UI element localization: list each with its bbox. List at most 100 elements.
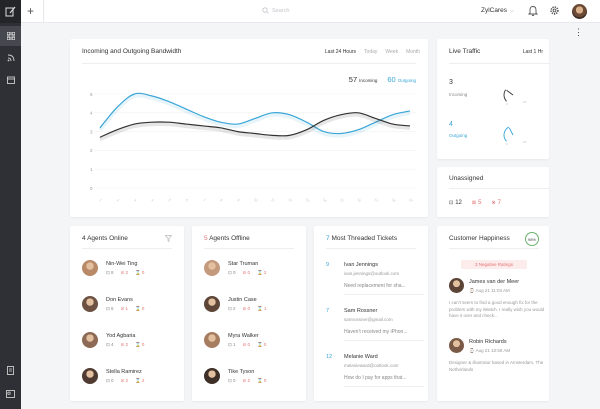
divider (449, 63, 549, 64)
gauge-max-label: 10 (523, 140, 527, 144)
gauge-max-label: 10 (523, 100, 527, 104)
customer-email: melanieward@outlook.com (344, 363, 399, 368)
card-title: Customer Happiness (449, 235, 510, 242)
incoming-value: 57 (348, 75, 358, 84)
overdue-stat: ⊘ 2 (120, 270, 129, 275)
sidebar-calendar-icon[interactable] (0, 70, 21, 90)
stat-tickets[interactable]: ⊡ 12 (449, 200, 462, 206)
review-date: ⌚ Aug 21 10:59 AM (469, 348, 511, 353)
agent-row[interactable]: Don Evans ⊡ 6 ⊘ 1 ⌛ 0 (82, 296, 177, 314)
x-tick-label: 13 (305, 197, 311, 203)
user-avatar[interactable] (572, 4, 587, 19)
agent-stats: ⊡ 0 ⊘ 2 ⌛ 0 (228, 378, 266, 384)
brand-switcher[interactable]: ZylCares ⌵ (481, 7, 514, 14)
gauge-needle (506, 89, 514, 96)
gear-icon[interactable] (549, 5, 560, 18)
avatar (204, 332, 220, 348)
bandwidth-card: Incoming and Outgoing Bandwidth Last 24 … (70, 39, 428, 217)
ticket-item[interactable]: 12 Melanie Ward melanieward@outlook.com How… (326, 354, 424, 388)
legend-incoming: 57 Incoming (349, 75, 378, 84)
agent-name: Don Evans (106, 297, 133, 303)
threaded-title: Most Threaded Tickets (331, 235, 398, 242)
agent-name: Justin Case (228, 297, 257, 303)
overdue-stat: ⊘ 2 (242, 378, 251, 383)
agent-stats: ⊡ 8 ⊘ 2 ⌛ 0 (106, 270, 144, 276)
ticket-subject: Haven't received my iPhon... (344, 329, 408, 335)
series-line-outgoing (99, 92, 411, 135)
agent-row[interactable]: Tike Tyson ⊡ 0 ⊘ 2 ⌛ 0 (204, 368, 299, 386)
tab-month[interactable]: Month (406, 49, 420, 55)
overdue-icon: ⊠ (471, 200, 477, 206)
agent-row[interactable]: Star Truman ⊡ 0 ⊘ 0 ⌛ 2 (204, 260, 299, 278)
negative-ratings-badge[interactable]: 3 Negative Ratings (461, 260, 527, 269)
customer-name: Sam Rossner (344, 308, 378, 314)
y-tick-label: 5 (90, 92, 93, 97)
threaded-tickets-card: 7 Most Threaded Tickets 9 Ivan Jennings iv… (314, 226, 428, 401)
open-tickets-stat: ⊡ 6 (106, 306, 114, 311)
period-selector[interactable]: Last 1 Hr (522, 49, 543, 55)
sidebar-contacts-icon[interactable] (0, 384, 21, 404)
card-title: Live Traffic (449, 48, 481, 55)
search-input[interactable]: Search (262, 7, 289, 14)
bell-icon[interactable] (527, 5, 539, 18)
agent-row[interactable]: Nin-Wei Ting ⊡ 8 ⊘ 2 ⌛ 0 (82, 260, 177, 278)
customer-name: Melanie Ward (344, 354, 378, 360)
agent-name: Nin-Wei Ting (106, 261, 138, 267)
divider (82, 248, 172, 249)
live-traffic-card: Live Traffic Last 1 Hr 3 Incoming 4 Outg… (437, 39, 549, 159)
ticket-item[interactable]: 7 Sam Rossner samrossner@gmail.com Haven't … (326, 308, 424, 342)
y-tick-label: 2 (90, 148, 93, 153)
outgoing-label: Outgoing (397, 78, 416, 83)
escalated-stat: ⌛ 0 (257, 342, 267, 347)
agent-name: Yod Agbaria (106, 333, 136, 339)
stat-overdue[interactable]: ⊠ 5 (472, 200, 482, 206)
card-title: 7 Most Threaded Tickets (326, 235, 397, 242)
avatar (204, 296, 220, 312)
sidebar-dashboard-icon[interactable] (0, 26, 21, 46)
ticket-item[interactable]: 9 Ivan Jennings ivan.jennings@outlook.com N… (326, 262, 424, 296)
tab-today[interactable]: Today (364, 49, 378, 55)
agent-row[interactable]: Justin Case ⊡ 2 ⊘ 0 ⌛ 1 (204, 296, 299, 314)
online-count: 4 (82, 235, 86, 242)
filter-icon[interactable] (164, 235, 173, 244)
reviewer-name: James van der Meer (469, 279, 520, 285)
unassigned-card: Unassigned ⊡ 12 ⊠ 5 ⊗ 7 (437, 167, 549, 217)
x-tick-label: 2 (116, 198, 120, 202)
ticket-icon: ⊡ (449, 200, 454, 206)
gauge-min-label: 0 (506, 142, 508, 146)
search-placeholder: Search (272, 7, 290, 14)
more-options-icon[interactable]: ⋮ (574, 27, 583, 37)
agent-row[interactable]: Myra Walker ⊡ 1 ⊘ 0 ⌛ 0 (204, 332, 299, 350)
x-tick-label: 5 (167, 198, 171, 202)
divider (344, 294, 424, 295)
open-tickets-stat: ⊡ 0 (106, 378, 114, 383)
sidebar-reports-icon[interactable] (0, 360, 21, 380)
agent-stats: ⊡ 4 ⊘ 2 ⌛ 0 (106, 342, 144, 348)
agent-name: Myra Walker (228, 333, 259, 339)
sidebar-feed-icon[interactable] (0, 48, 21, 68)
app-logo-icon[interactable] (0, 0, 21, 23)
escalated-stat: ⌛ 2 (257, 270, 267, 275)
agent-stats: ⊡ 0 ⊘ 0 ⌛ 2 (228, 270, 266, 276)
incoming-label: Incoming (359, 78, 378, 83)
agent-row[interactable]: Stella Ramirez ⊡ 0 ⊘ 2 ⌛ 2 (82, 368, 177, 386)
escalated-stat: ⌛ 0 (135, 306, 145, 311)
add-button[interactable]: + (27, 4, 35, 18)
ticket-subject: Need replacement for sha... (344, 283, 406, 289)
overdue-stat: ⊘ 0 (242, 306, 251, 311)
card-title: 5 Agents Offline (204, 235, 250, 242)
customer-happiness-card: Customer Happiness 98% 3 Negative Rating… (437, 226, 549, 401)
tab-last-24-hours[interactable]: Last 24 Hours (324, 49, 357, 55)
stat-escalated[interactable]: ⊗ 7 (491, 200, 501, 206)
escalated-stat: ⌛ 0 (257, 378, 267, 383)
gauge-arc (503, 89, 507, 102)
outgoing-label: Outgoing (449, 133, 468, 138)
tab-week[interactable]: Week (385, 49, 399, 55)
escalated-stat: ⌛ 2 (135, 378, 145, 383)
legend-outgoing: 60 Outgoing (387, 75, 416, 84)
card-title: Unassigned (449, 175, 484, 182)
reviewer-name: Robin Richards (469, 339, 507, 345)
agent-row[interactable]: Yod Agbaria ⊡ 4 ⊘ 2 ⌛ 0 (82, 332, 177, 350)
x-tick-label: 19 (408, 197, 414, 203)
